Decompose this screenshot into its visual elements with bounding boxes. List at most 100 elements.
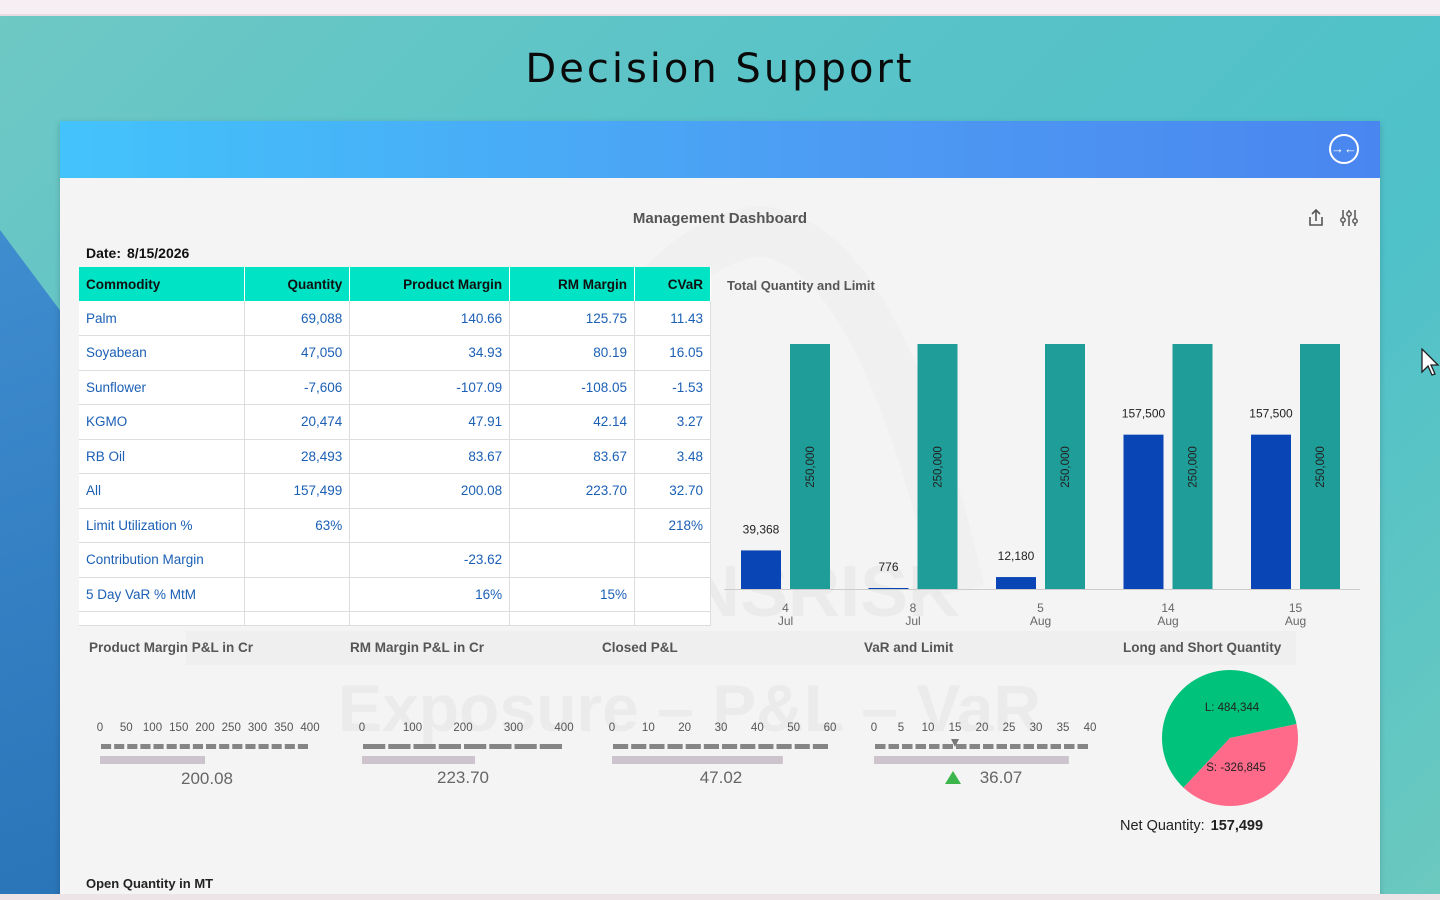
x-tick-label: 14 <box>1161 601 1175 615</box>
rm-margin-label: RM Margin P&L in Cr <box>350 640 485 655</box>
gauge-tick-label: 200 <box>195 722 214 734</box>
open-quantity-label: Open Quantity in MT <box>86 876 214 891</box>
table-cell <box>634 577 711 612</box>
gauge-scale-segment <box>888 744 899 749</box>
pie-label: L: 484,344 <box>1205 702 1260 714</box>
table-cell: 63% <box>244 508 351 543</box>
gauge-scale-segment <box>153 744 164 749</box>
dashboard-title: Management Dashboard <box>632 210 808 227</box>
commodity-table: Commodity Quantity Product Margin RM Mar… <box>79 267 711 626</box>
table-row[interactable]: RB Oil 28,493 83.67 83.67 3.48 <box>79 439 711 474</box>
x-tick-label: 15 <box>1289 601 1303 615</box>
gauge-tick-label: 50 <box>787 722 800 734</box>
limit-bar <box>1300 344 1340 589</box>
column-header[interactable]: RM Margin <box>509 267 636 301</box>
table-cell: -23.62 <box>349 542 511 578</box>
table-cell: 83.67 <box>349 439 511 474</box>
data-label: 157,500 <box>1249 407 1293 421</box>
gauge-tick-label: 0 <box>97 722 103 734</box>
gauge-scale-segment <box>812 744 828 749</box>
gauge-value-bar <box>100 756 206 764</box>
x-tick-label: Jul <box>905 614 920 628</box>
row-label[interactable]: KGMO <box>79 404 246 440</box>
share-icon[interactable] <box>1306 208 1326 228</box>
table-cell <box>509 508 636 543</box>
table-cell: 218% <box>634 508 711 543</box>
gauge-scale-segment <box>127 744 138 749</box>
long-short-label: Long and Short Quantity <box>1123 640 1282 655</box>
gauge-tick-label: 35 <box>1057 722 1070 734</box>
table-row[interactable]: Soyabean 47,050 34.93 80.19 16.05 <box>79 335 711 371</box>
gauge-scale-segment <box>206 744 217 749</box>
row-label[interactable]: Limit Utilization % <box>79 508 246 543</box>
gauge-scale-segment <box>613 744 629 749</box>
table-cell: 83.67 <box>509 439 636 474</box>
row-label[interactable]: All <box>79 473 246 509</box>
column-header[interactable]: CVaR <box>634 267 711 301</box>
row-label[interactable]: RB Oil <box>79 439 246 474</box>
gauge-scale-segment <box>703 744 719 749</box>
table-cell: 28,493 <box>244 439 351 474</box>
table-row[interactable]: All 157,499 200.08 223.70 32.70 <box>79 473 711 509</box>
gauge-scale-segment <box>915 744 926 749</box>
table-row[interactable]: Sunflower -7,606 -107.09 -108.05 -1.53 <box>79 370 711 405</box>
pie-label: S: -326,845 <box>1206 762 1265 774</box>
row-label[interactable]: Sunflower <box>79 370 246 405</box>
column-header[interactable]: Product Margin <box>349 267 511 301</box>
quantity-bar <box>1251 434 1291 589</box>
closed-pl-gauge: 0 10 20 30 40 50 60 <box>609 722 836 764</box>
row-label[interactable]: 5 Day VaR % MtM <box>79 577 246 612</box>
panel-header: →← <box>60 121 1380 178</box>
data-label: 250,000 <box>1060 446 1072 488</box>
table-cell <box>509 542 636 578</box>
table-row[interactable]: Contribution Margin -23.62 <box>79 542 711 578</box>
data-label: 39,368 <box>743 522 780 536</box>
gauge-scale-segment <box>489 744 512 749</box>
collapse-icon[interactable]: →← <box>1329 134 1359 164</box>
column-header[interactable]: Commodity <box>79 267 246 301</box>
table-cell: 15% <box>509 577 636 612</box>
gauge-tick-label: 40 <box>1084 722 1097 734</box>
table-cell: 3.27 <box>634 404 711 440</box>
gauge-scale-segment <box>1037 744 1048 749</box>
var-limit-gauge: 0 5 10 15 20 25 30 35 40 <box>871 722 1097 764</box>
table-row[interactable]: Palm 69,088 140.66 125.75 11.43 <box>79 301 711 336</box>
pie-slice <box>1183 724 1298 806</box>
gauge-scale-segment <box>271 744 282 749</box>
gauge-scale-segment <box>956 744 967 749</box>
bottom-band <box>0 894 1440 900</box>
gauge-tick-label: 30 <box>1030 722 1043 734</box>
gauge-scale-segment <box>245 744 256 749</box>
table-cell <box>244 577 351 612</box>
table-row[interactable]: 5 Day VaR % MtM 16% 15% <box>79 577 711 612</box>
dashboard-panel: →← TRANSRISK Exposure – P&L – VaR Manage… <box>60 121 1380 900</box>
row-label[interactable]: Soyabean <box>79 335 246 371</box>
data-label: 776 <box>878 560 898 574</box>
gauge-tick-label: 400 <box>300 722 319 734</box>
var-limit-value: 36.07 <box>979 768 1023 787</box>
table-cell: 16% <box>349 577 511 612</box>
limit-bar <box>917 344 958 589</box>
settings-sliders-icon[interactable] <box>1339 208 1359 228</box>
table-row[interactable]: Limit Utilization % 63% 218% <box>79 508 711 543</box>
gauge-value-bar <box>874 756 1069 764</box>
gauge-tick-label: 300 <box>504 722 523 734</box>
data-label: 250,000 <box>805 446 817 488</box>
quantity-bar <box>868 588 909 589</box>
gauge-scale-segment <box>539 744 562 749</box>
gauge-tick-label: 20 <box>976 722 989 734</box>
quantity-bar <box>741 550 781 589</box>
row-label[interactable]: Contribution Margin <box>79 542 246 578</box>
chart-title: Total Quantity and Limit <box>727 278 875 293</box>
gauge-scale-segment <box>722 744 738 749</box>
gauge-scale-segment <box>902 744 913 749</box>
table-cell <box>244 542 351 578</box>
column-header[interactable]: Quantity <box>244 267 351 301</box>
gauge-scale-segment <box>297 744 308 749</box>
table-row[interactable]: KGMO 20,474 47.91 42.14 3.27 <box>79 404 711 440</box>
data-label: 12,180 <box>998 549 1035 563</box>
gauge-scale-segment <box>464 744 487 749</box>
row-label[interactable]: Palm <box>79 301 246 336</box>
gauge-scale-segment <box>969 744 980 749</box>
gauge-scale-segment <box>996 744 1007 749</box>
